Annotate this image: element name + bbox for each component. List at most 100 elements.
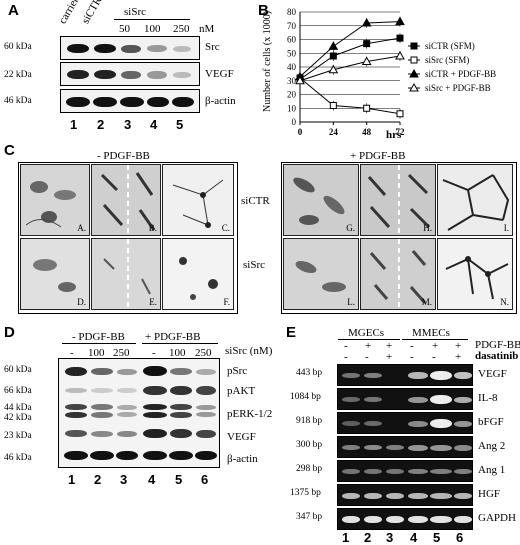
protein-vegf: VEGF [205, 68, 234, 80]
mw-d-44: 44 kDa [4, 403, 32, 413]
legend-entry: siCTR + PDGF-BB [425, 69, 496, 79]
protein-vegf-d: VEGF [227, 431, 256, 443]
sisrc-label: siSrc [124, 6, 146, 18]
group-plus-pdgf: + PDGF-BB [145, 331, 201, 343]
mw-d-42: 42 kDa [4, 413, 32, 423]
gene-bfgf: bFGF [478, 416, 504, 428]
mw-46: 46 kDa [4, 96, 32, 106]
bracket-mmecs [402, 339, 468, 340]
gene-hgf: HGF [478, 488, 501, 500]
row-label-sictr: siCTR [241, 195, 270, 207]
lane-d-5: 5 [175, 472, 183, 487]
data-point [363, 104, 371, 112]
bracket-mgecs [338, 339, 400, 340]
gene-vegf: VEGF [478, 368, 507, 380]
growth-chart: Number of cells (x 1000) 0 10 20 30 40 50 60 70… [262, 7, 496, 141]
y-tick-label: 80 [287, 7, 297, 17]
dasatinib-row-label: dasatinib [475, 350, 519, 362]
gene-gapdh: GAPDH [478, 512, 516, 524]
micro-e: E. [91, 238, 161, 310]
data-point [361, 56, 372, 65]
dose-d-4: - [152, 347, 156, 359]
lane-1: 1 [70, 117, 78, 132]
lane-e-4: 4 [410, 530, 418, 545]
y-tick-label: 70 [287, 21, 297, 31]
blot-actin-a [60, 89, 200, 113]
header-plus-pdgf: + PDGF-BB [350, 150, 406, 162]
micro-b: B. [91, 164, 161, 236]
gel-bfgf [337, 412, 473, 434]
legend-marker [409, 68, 419, 78]
legend-entry: siSrc + PDGF-BB [425, 83, 491, 93]
lane-e-3: 3 [386, 530, 394, 545]
x-unit-label: hrs [386, 129, 402, 141]
mw-60: 60 kDa [4, 42, 32, 52]
micro-i: I. [437, 164, 513, 236]
dasa-sign-6: + [455, 351, 462, 363]
mw-22: 22 kDa [4, 70, 32, 80]
x-tick-label: 0 [298, 127, 303, 137]
blot-panel-d [58, 358, 220, 468]
size-298: 298 bp [296, 464, 323, 474]
pdgf-sign-4: - [410, 340, 414, 352]
dose-d-5: 100 [169, 347, 186, 359]
y-tick-label: 40 [287, 62, 297, 72]
micro-d: D. [20, 238, 90, 310]
y-tick-label: 20 [287, 90, 297, 100]
sisrc-nm-label: siSrc (nM) [225, 345, 273, 357]
lane-3: 3 [124, 117, 132, 132]
blot-vegf-a [60, 62, 200, 86]
group-minus-pdgf: - PDGF-BB [72, 331, 125, 343]
blot-src [60, 36, 200, 60]
size-918: 918 bp [296, 416, 323, 426]
x-tick-label: 24 [329, 127, 339, 137]
lane-e-5: 5 [433, 530, 441, 545]
panel-c-label: C [4, 142, 15, 159]
size-1084: 1084 bp [290, 392, 321, 402]
protein-actin: β-actin [205, 95, 236, 107]
size-347: 347 bp [296, 512, 323, 522]
pdgf-sign-6: + [455, 340, 462, 352]
data-point [396, 110, 404, 118]
y-axis-label: Number of cells (x 1000) [262, 11, 273, 112]
y-tick-label: 30 [287, 76, 297, 86]
lane-e-2: 2 [364, 530, 372, 545]
series-line-2 [299, 77, 401, 115]
micro-l: L. [283, 238, 359, 310]
pdgf-sign-3: + [386, 340, 393, 352]
y-tick-label: 60 [287, 35, 297, 45]
panel-e-label: E [286, 324, 297, 341]
data-point [363, 40, 371, 48]
micro-frame-left [18, 162, 238, 314]
dasa-sign-1: - [344, 351, 348, 363]
data-point [361, 17, 372, 27]
series-line-1 [299, 37, 401, 80]
panel-d-label: D [4, 324, 15, 341]
mw-d-60: 60 kDa [4, 365, 32, 375]
data-point [395, 50, 405, 60]
gel-vegf [337, 364, 473, 386]
legend-marker [410, 42, 418, 50]
gene-il8: IL-8 [478, 392, 498, 404]
micro-frame-right [281, 162, 517, 314]
dose-d-1: - [70, 347, 74, 359]
sisrc-bracket [114, 19, 190, 20]
carrier-label: carrier [56, 0, 82, 26]
micro-g: G. [283, 164, 359, 236]
gel-il8 [337, 388, 473, 410]
dasa-sign-3: + [386, 351, 393, 363]
sictr-label: siCTR [79, 0, 105, 26]
dose-50: 50 [119, 23, 130, 35]
y-tick-label: 0 [292, 117, 297, 127]
data-point [329, 102, 337, 109]
lane-d-1: 1 [68, 472, 76, 487]
legend-entry: siSrc (SFM) [425, 55, 469, 65]
y-tick-label: 50 [287, 48, 297, 58]
data-point [396, 34, 404, 42]
header-minus-pdgf: - PDGF-BB [97, 150, 150, 162]
dasa-sign-2: - [365, 351, 369, 363]
dose-d-3: 250 [113, 347, 130, 359]
protein-psrc: pSrc [227, 365, 248, 377]
lane-d-4: 4 [148, 472, 156, 487]
nm-unit: nM [199, 23, 215, 35]
